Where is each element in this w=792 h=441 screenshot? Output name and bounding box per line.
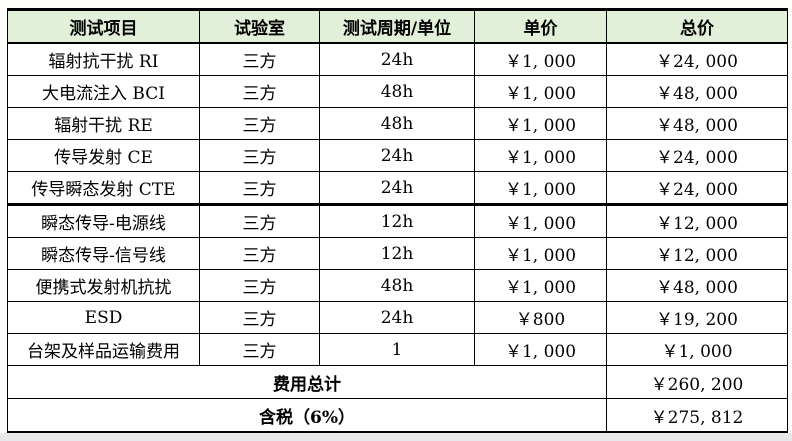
table-cell: ￥1, 000 bbox=[474, 204, 607, 238]
table-cell: ￥12, 000 bbox=[606, 237, 788, 270]
tax-included-label: 含税（6%） bbox=[7, 398, 607, 433]
table-row: 传导发射 CE 三方 24h ￥1, 000 ￥24, 000 bbox=[7, 139, 788, 172]
table-row: ESD 三方 24h ￥800 ￥19, 200 bbox=[7, 301, 788, 334]
table-cell: 台架及样品运输费用 bbox=[7, 333, 200, 366]
table-cell: 三方 bbox=[199, 42, 320, 76]
total-value: ￥260, 200 bbox=[606, 365, 788, 399]
table-cell: ￥1, 000 bbox=[474, 237, 607, 270]
table-cell: 三方 bbox=[199, 139, 320, 172]
table-cell: 12h bbox=[319, 237, 475, 270]
column-header-total-price: 总价 bbox=[606, 8, 788, 44]
table-cell: 大电流注入 BCI bbox=[7, 75, 200, 108]
table-cell: ￥1, 000 bbox=[606, 333, 788, 366]
table-cell: 瞬态传导-信号线 bbox=[7, 237, 200, 270]
table-row: 大电流注入 BCI 三方 48h ￥1, 000 ￥48, 000 bbox=[7, 75, 788, 108]
table-cell: ￥24, 000 bbox=[606, 42, 788, 76]
table-cell: 12h bbox=[319, 204, 475, 238]
table-cell: 24h bbox=[319, 139, 475, 172]
table-cell: ￥1, 000 bbox=[474, 269, 607, 302]
table-cell: 三方 bbox=[199, 75, 320, 108]
table-cell: ￥24, 000 bbox=[606, 139, 788, 172]
table-row: 瞬态传导-电源线 三方 12h ￥1, 000 ￥12, 000 bbox=[7, 204, 788, 238]
table-cell: 48h bbox=[319, 269, 475, 302]
table-cell: 24h bbox=[319, 301, 475, 334]
table-row: 辐射干扰 RE 三方 48h ￥1, 000 ￥48, 000 bbox=[7, 107, 788, 140]
column-header-test-item: 测试项目 bbox=[7, 8, 200, 44]
table-cell: ￥24, 000 bbox=[606, 171, 788, 206]
table-row: 辐射抗干扰 RI 三方 24h ￥1, 000 ￥24, 000 bbox=[7, 42, 788, 76]
table-cell: 三方 bbox=[199, 301, 320, 334]
table-cell: ￥1, 000 bbox=[474, 42, 607, 76]
header-row: 测试项目 试验室 测试周期/单位 单价 总价 bbox=[7, 8, 788, 44]
table-cell: ￥1, 000 bbox=[474, 171, 607, 206]
table-cell: 48h bbox=[319, 107, 475, 140]
table-cell: 1 bbox=[319, 333, 475, 366]
table-cell: 三方 bbox=[199, 107, 320, 140]
table-row: 便携式发射机抗扰 三方 48h ￥1, 000 ￥48, 000 bbox=[7, 269, 788, 302]
table-row: 台架及样品运输费用 三方 1 ￥1, 000 ￥1, 000 bbox=[7, 333, 788, 366]
column-header-cycle-unit: 测试周期/单位 bbox=[319, 8, 475, 44]
column-header-laboratory: 试验室 bbox=[199, 8, 320, 44]
table-cell: 24h bbox=[319, 42, 475, 76]
table-cell: 传导发射 CE bbox=[7, 139, 200, 172]
table-cell: 传导瞬态发射 CTE bbox=[7, 171, 200, 206]
table-cell: ￥19, 200 bbox=[606, 301, 788, 334]
table-cell: 三方 bbox=[199, 237, 320, 270]
table-cell: ￥1, 000 bbox=[474, 75, 607, 108]
table-cell: 三方 bbox=[199, 269, 320, 302]
table-row: 传导瞬态发射 CTE 三方 24h ￥1, 000 ￥24, 000 bbox=[7, 171, 788, 206]
table-cell: 辐射干扰 RE bbox=[7, 107, 200, 140]
table-cell: ￥1, 000 bbox=[474, 139, 607, 172]
tax-included-value: ￥275, 812 bbox=[606, 398, 788, 433]
table-cell: 三方 bbox=[199, 171, 320, 206]
total-label: 费用总计 bbox=[7, 365, 607, 399]
table-body: 辐射抗干扰 RI 三方 24h ￥1, 000 ￥24, 000 大电流注入 BCI 三方 4… bbox=[7, 42, 788, 366]
table-cell: ￥1, 000 bbox=[474, 107, 607, 140]
test-cost-table: 测试项目 试验室 测试周期/单位 单价 总价 辐射抗干扰 RI 三方 24h ￥1, … bbox=[7, 8, 788, 433]
table-cell: 辐射抗干扰 RI bbox=[7, 42, 200, 76]
table-cell: ￥48, 000 bbox=[606, 269, 788, 302]
table-cell: 三方 bbox=[199, 204, 320, 238]
table-row: 瞬态传导-信号线 三方 12h ￥1, 000 ￥12, 000 bbox=[7, 237, 788, 270]
table-footer: 费用总计 ￥260, 200 含税（6%） ￥275, 812 bbox=[7, 365, 788, 433]
table-cell: ￥48, 000 bbox=[606, 107, 788, 140]
table-cell: 便携式发射机抗扰 bbox=[7, 269, 200, 302]
table-cell: 瞬态传导-电源线 bbox=[7, 204, 200, 238]
table-header: 测试项目 试验室 测试周期/单位 单价 总价 bbox=[7, 8, 788, 44]
table-cell: ￥800 bbox=[474, 301, 607, 334]
table-cell: ￥48, 000 bbox=[606, 75, 788, 108]
tax-row: 含税（6%） ￥275, 812 bbox=[7, 398, 788, 433]
table-cell: ￥1, 000 bbox=[474, 333, 607, 366]
table-cell: 三方 bbox=[199, 333, 320, 366]
table-cell: ￥12, 000 bbox=[606, 204, 788, 238]
table-cell: 48h bbox=[319, 75, 475, 108]
total-row: 费用总计 ￥260, 200 bbox=[7, 365, 788, 399]
bottom-strip bbox=[0, 433, 792, 441]
column-header-unit-price: 单价 bbox=[474, 8, 607, 44]
table-cell: 24h bbox=[319, 171, 475, 206]
table-cell: ESD bbox=[7, 301, 200, 334]
